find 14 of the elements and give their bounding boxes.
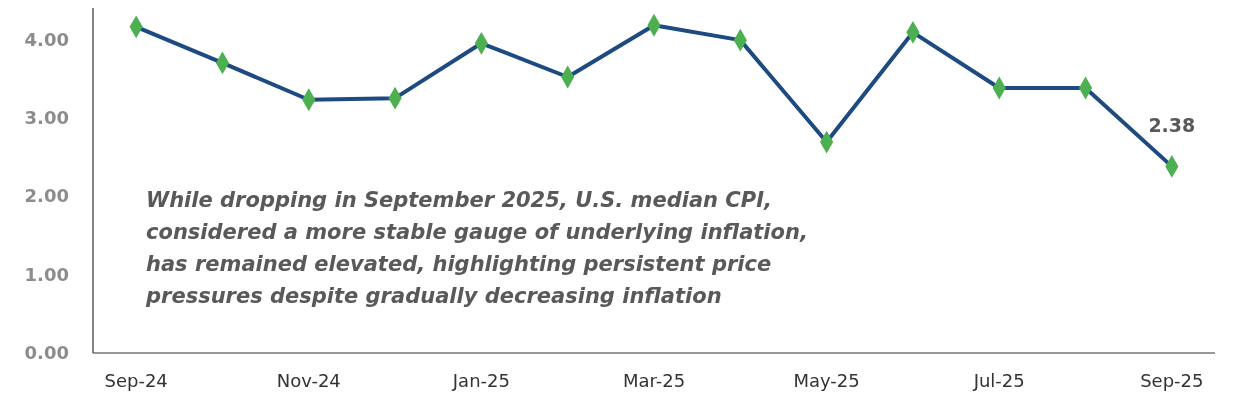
x-tick-label: Jan-25 <box>451 370 510 391</box>
y-tick-label: 2.00 <box>24 185 69 207</box>
y-tick-label: 1.00 <box>24 263 69 285</box>
y-tick-label: 4.00 <box>24 28 69 50</box>
data-label: 2.38 <box>1148 114 1196 137</box>
y-tick-label: 0.00 <box>24 342 69 364</box>
x-tick-label: Jul-25 <box>972 370 1025 391</box>
x-tick-label: Sep-25 <box>1140 370 1204 391</box>
x-tick-label: Sep-24 <box>104 370 168 391</box>
x-tick-label: Mar-25 <box>622 370 686 391</box>
x-tick-label: May-25 <box>793 370 860 391</box>
annotation: While dropping in September 2025, U.S. median CPI, considered a more stable gauge of underlying inflation, has remained elevated, highlighting persistent price pressures despite gradually decreasing inflation <box>145 188 808 308</box>
x-tick-label: Nov-24 <box>276 370 341 391</box>
y-tick-label: 3.00 <box>24 107 69 129</box>
